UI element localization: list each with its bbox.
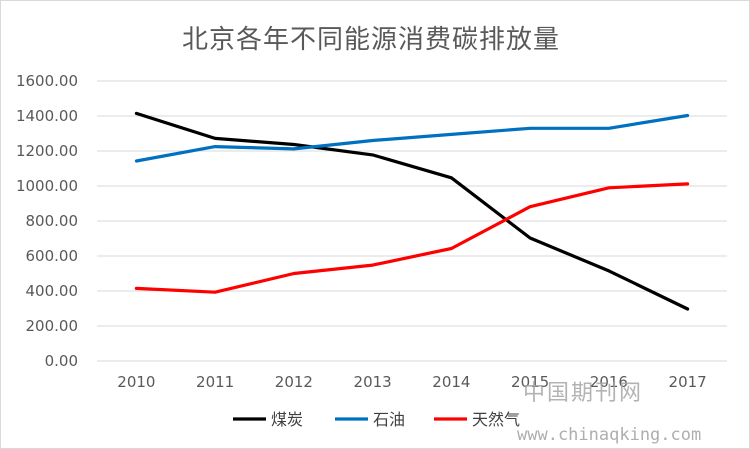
y-tick-label: 800.00 (26, 212, 79, 230)
watermark-cn: 中国期刊网 (523, 381, 644, 406)
chart-title: 北京各年不同能源消费碳排放量 (181, 25, 560, 55)
y-tick-label: 1200.00 (16, 142, 78, 160)
x-tick-label: 2016 (590, 373, 628, 391)
watermark-url: www.chinaqking.com (517, 425, 702, 445)
x-tick-label: 2014 (432, 373, 470, 391)
series-line-3 (134, 182, 690, 294)
x-tick-label: 2015 (511, 373, 549, 391)
x-tick-label: 2017 (669, 373, 707, 391)
legend-label: 天然气 (472, 410, 520, 429)
y-tick-label: 0.00 (45, 352, 78, 370)
y-tick-label: 600.00 (26, 247, 79, 265)
y-tick-label: 1000.00 (16, 177, 78, 195)
y-tick-label: 1400.00 (16, 107, 78, 125)
y-tick-label: 200.00 (26, 317, 79, 335)
series-line-1 (134, 111, 690, 311)
y-tick-label: 400.00 (26, 282, 79, 300)
legend-label: 煤炭 (271, 410, 303, 429)
legend-label: 石油 (373, 410, 405, 429)
x-tick-label: 2011 (196, 373, 234, 391)
y-tick-label: 1600.00 (16, 72, 78, 90)
x-tick-label: 2012 (275, 373, 313, 391)
x-tick-label: 2010 (117, 373, 155, 391)
series-line-2 (134, 113, 690, 163)
x-tick-label: 2013 (354, 373, 392, 391)
